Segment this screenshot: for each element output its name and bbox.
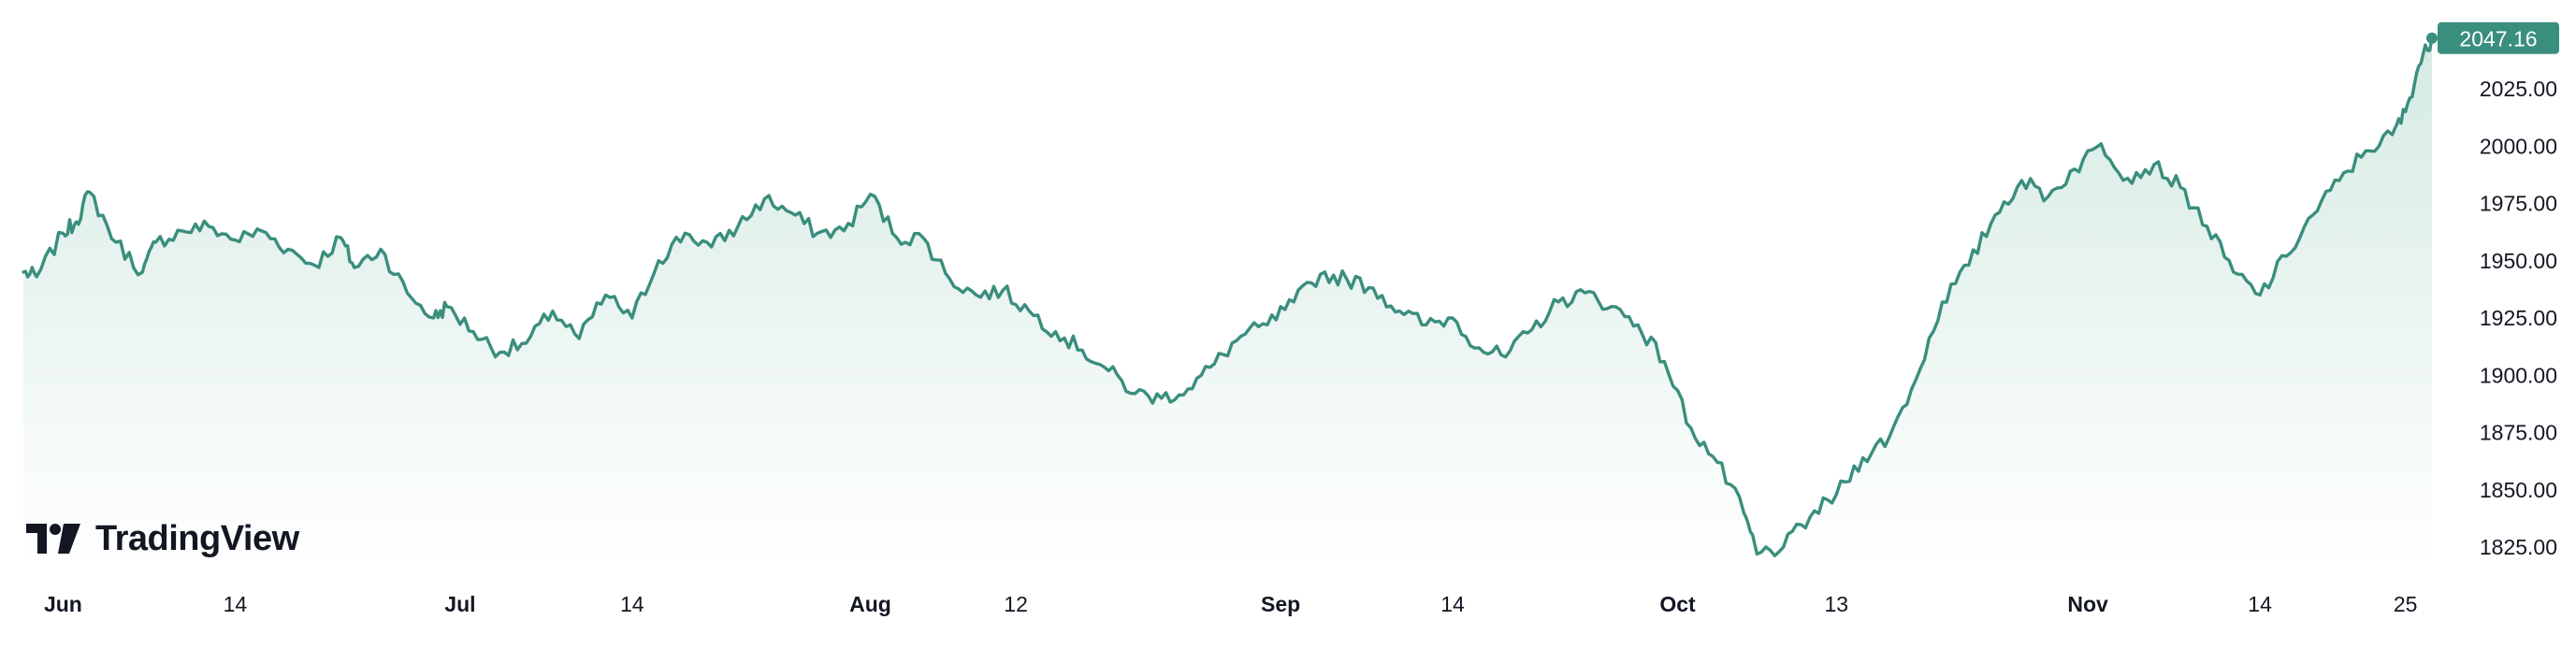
brand-name: TradingView: [95, 518, 299, 558]
x-tick-label: 25: [2394, 592, 2418, 616]
y-tick-label: 1950.00: [2480, 249, 2557, 273]
tradingview-logo-icon: [26, 524, 80, 554]
x-tick-label: 14: [224, 592, 248, 616]
x-tick-label: 14: [1440, 592, 1465, 616]
x-axis: Jun 14 Jul 14 Aug 12 Sep 14 Oct 13 Nov 14 25: [44, 592, 2418, 616]
x-tick-label: 14: [620, 592, 644, 616]
x-tick-label: 14: [2248, 592, 2272, 616]
x-tick-label: Jul: [444, 592, 475, 616]
y-tick-label: 2000.00: [2480, 134, 2557, 158]
x-tick-label: Sep: [1261, 592, 1300, 616]
y-tick-label: 1900.00: [2480, 363, 2557, 387]
x-tick-label: Oct: [1659, 592, 1696, 616]
y-tick-label: 1975.00: [2480, 192, 2557, 216]
area-fill: [23, 37, 2432, 565]
last-price-label: 2047.16: [2459, 27, 2537, 51]
y-tick-label: 2025.00: [2480, 77, 2557, 101]
y-tick-label: 1825.00: [2480, 535, 2557, 559]
y-tick-label: 1875.00: [2480, 421, 2557, 445]
x-tick-label: Aug: [849, 592, 891, 616]
x-tick-label: 12: [1004, 592, 1028, 616]
last-price-badge: 2047.16: [2438, 22, 2559, 54]
last-price-point[interactable]: [2426, 32, 2438, 44]
x-tick-label: 13: [1825, 592, 1849, 616]
y-tick-label: 1925.00: [2480, 306, 2557, 330]
tradingview-brand[interactable]: TradingView: [26, 518, 299, 558]
x-tick-label: Jun: [44, 592, 82, 616]
y-axis: 2025.00 2000.00 1975.00 1950.00 1925.00 1900.…: [2480, 77, 2557, 559]
y-tick-label: 1850.00: [2480, 478, 2557, 502]
price-line[interactable]: [22, 36, 2434, 557]
x-tick-label: Nov: [2067, 592, 2108, 616]
